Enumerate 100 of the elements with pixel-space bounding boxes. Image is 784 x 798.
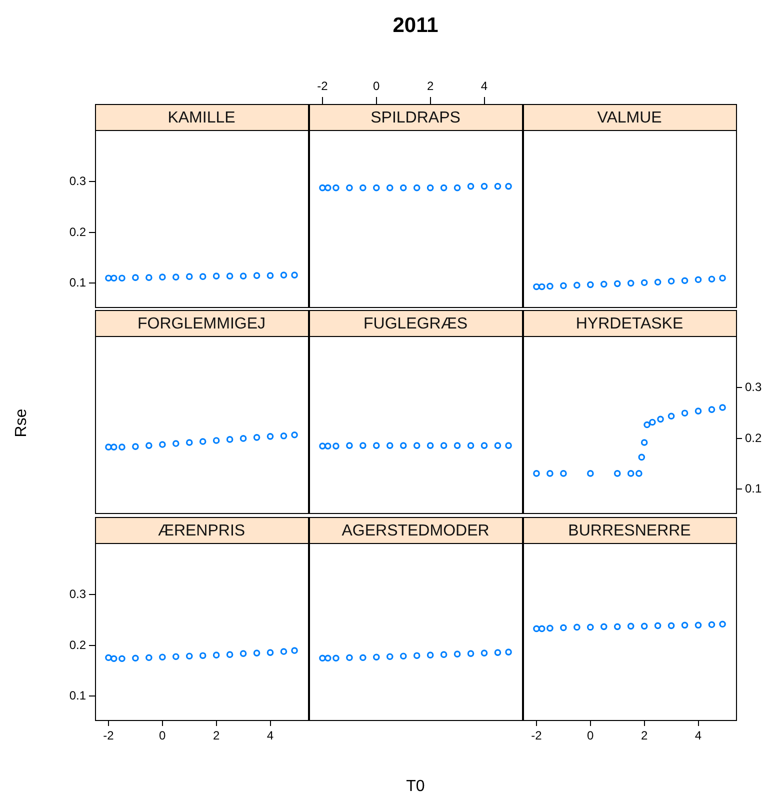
- y-tick-label: 0.1: [745, 481, 762, 496]
- point: [172, 653, 180, 660]
- x2-tick-label: -2: [317, 79, 328, 94]
- point: [199, 652, 206, 659]
- point: [105, 444, 112, 450]
- x-tick-label: 4: [694, 728, 702, 743]
- point: [654, 278, 662, 286]
- x-tick-label: 0: [587, 728, 594, 743]
- point: [694, 276, 702, 284]
- point: [159, 654, 166, 661]
- point: [413, 652, 420, 659]
- point: [614, 280, 621, 288]
- point: [668, 412, 675, 420]
- point: [587, 470, 594, 477]
- y-tick-label: 0.1: [69, 688, 86, 702]
- point: [644, 421, 650, 428]
- point: [105, 654, 112, 662]
- x-tick-label: 2: [212, 728, 220, 743]
- point: [291, 431, 298, 438]
- point: [574, 282, 580, 289]
- point: [546, 470, 554, 477]
- y-tick-label: 0.3: [69, 174, 86, 188]
- point: [560, 470, 567, 477]
- point: [681, 277, 688, 284]
- point: [226, 651, 234, 658]
- point: [560, 282, 567, 290]
- point: [110, 444, 118, 450]
- point: [253, 650, 260, 656]
- point: [627, 470, 634, 477]
- point: [132, 654, 139, 662]
- x-tick-label: -2: [103, 728, 114, 743]
- x2-tick-label: 2: [426, 79, 434, 94]
- x2-tick-label: 4: [480, 79, 488, 94]
- point: [253, 434, 260, 441]
- point: [226, 436, 234, 443]
- point: [186, 652, 193, 660]
- point: [212, 437, 220, 444]
- point: [280, 648, 288, 655]
- chart-title: FUGLEGRÆS: [363, 315, 468, 332]
- chart-title: FORGLEMMIGEJ: [137, 315, 266, 332]
- chart-title: HYRDETASKE: [576, 315, 684, 332]
- point: [440, 651, 448, 658]
- x-tick-label: 2: [640, 728, 648, 743]
- chart-title: AGERSTEDMODER: [342, 522, 490, 540]
- point: [719, 274, 726, 282]
- point: [546, 282, 554, 290]
- y-tick-label: 0.3: [69, 587, 86, 602]
- y-axis-title: Rse: [13, 408, 31, 440]
- point: [426, 652, 434, 658]
- point: [186, 439, 193, 446]
- chart-title: ÆRENPRIS: [158, 522, 246, 540]
- point: [240, 435, 247, 442]
- point: [146, 442, 152, 449]
- point: [636, 470, 642, 477]
- point: [708, 276, 716, 283]
- point: [657, 416, 664, 423]
- x-tick-label: -2: [531, 728, 542, 743]
- point: [172, 440, 180, 447]
- point: [638, 454, 646, 461]
- point: [346, 654, 353, 662]
- point: [640, 279, 648, 286]
- x2-tick-label: 0: [373, 79, 380, 94]
- point: [649, 418, 656, 426]
- point: [400, 652, 407, 660]
- x-tick-label: 4: [266, 728, 274, 743]
- point: [373, 654, 380, 661]
- point: [332, 654, 340, 662]
- point: [291, 647, 298, 654]
- point: [199, 438, 206, 445]
- point: [324, 654, 332, 662]
- point: [587, 281, 594, 288]
- point: [240, 650, 247, 657]
- point: [494, 649, 502, 656]
- point: [480, 650, 488, 656]
- point: [159, 441, 166, 448]
- point: [640, 439, 648, 446]
- point: [467, 650, 474, 657]
- point: [319, 654, 326, 662]
- point: [212, 652, 220, 658]
- point: [614, 470, 621, 477]
- point: [600, 280, 608, 288]
- point: [719, 404, 726, 411]
- text: 2011: [392, 14, 440, 38]
- point: [360, 654, 366, 662]
- y-tick-label: 0.2: [69, 224, 86, 239]
- point: [132, 443, 139, 450]
- chart-title: KAMILLE: [168, 109, 236, 126]
- point: [118, 655, 126, 662]
- y-tick-label: 0.1: [69, 275, 86, 290]
- point: [266, 433, 274, 440]
- chart-title: SPILDRAPS: [370, 109, 460, 126]
- point: [266, 649, 274, 656]
- point: [280, 432, 288, 440]
- point: [454, 650, 461, 658]
- x-tick-label: 0: [159, 728, 166, 743]
- point: [146, 654, 152, 662]
- y-tick-label: 0.2: [69, 638, 86, 652]
- point: [505, 648, 512, 656]
- chart-title: VALMUE: [597, 109, 662, 126]
- point: [708, 406, 716, 413]
